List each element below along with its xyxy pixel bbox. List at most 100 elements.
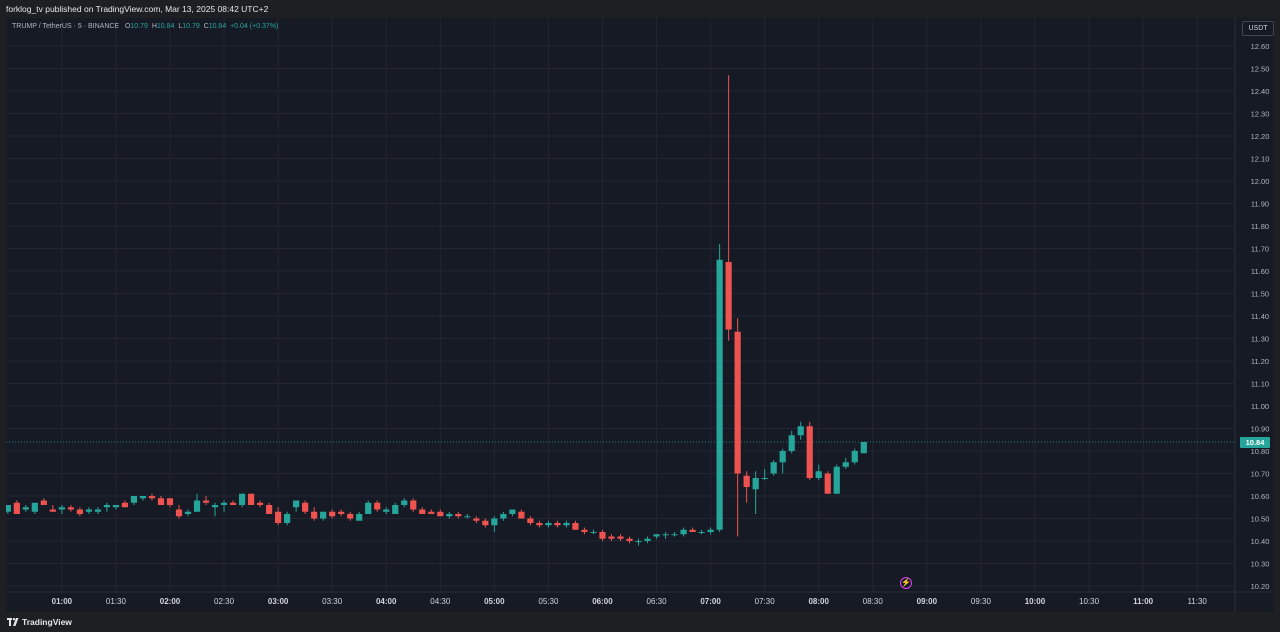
candle-down xyxy=(157,498,165,505)
candle-down xyxy=(518,511,525,519)
time-tick-label: 04:30 xyxy=(430,597,451,606)
candle-up xyxy=(293,500,300,508)
open-label: O xyxy=(124,23,131,30)
price-tick-label: 10.20 xyxy=(1251,582,1270,591)
close-label: C xyxy=(203,23,209,30)
candle-up xyxy=(193,500,201,512)
candle-up xyxy=(779,451,786,463)
time-tick-label: 03:30 xyxy=(322,597,343,606)
price-tick-label: 11.40 xyxy=(1251,312,1269,321)
candle-down xyxy=(734,331,741,474)
footer: TradingView xyxy=(0,612,1280,632)
candle-down xyxy=(536,523,543,526)
candle-up xyxy=(94,509,102,512)
price-tick-label: 10.30 xyxy=(1251,560,1270,569)
currency-button[interactable]: USDT xyxy=(1242,21,1274,36)
candle-up xyxy=(284,514,291,523)
candle-down xyxy=(617,536,624,539)
close-value: 10.84 xyxy=(208,23,227,30)
price-tick-label: 10.70 xyxy=(1251,470,1270,479)
candle-up xyxy=(320,511,327,519)
candle-up xyxy=(509,509,516,514)
candle-up xyxy=(446,514,453,517)
price-tick-label: 12.00 xyxy=(1251,177,1270,186)
tradingview-logo-icon xyxy=(7,618,19,626)
time-tick-label: 01:00 xyxy=(52,597,73,606)
candle-down xyxy=(725,262,732,330)
time-tick-label: 07:30 xyxy=(755,597,776,606)
candle-down xyxy=(437,511,444,517)
symbol-title[interactable]: TRUMP / TetherUS · 5 · BINANCE xyxy=(12,23,120,30)
candle-down xyxy=(689,529,696,532)
candle-up xyxy=(6,505,11,512)
candle-up xyxy=(103,505,111,508)
current-price-badge: 10.84 xyxy=(1240,437,1270,448)
candle-up xyxy=(383,509,390,512)
chart-area[interactable]: 12.60 12.50 12.40 12.30 12.20 12.10 12.00 11.90… xyxy=(6,18,1274,612)
candle-up xyxy=(680,529,687,535)
price-tick-label: 11.90 xyxy=(1251,200,1269,209)
publisher-text: forklog_tv published on TradingView.com,… xyxy=(6,4,269,14)
candle-down xyxy=(275,511,282,523)
candle-down xyxy=(175,509,183,517)
candle-down xyxy=(67,507,74,510)
candle-down xyxy=(455,514,462,517)
price-tick-label: 11.10 xyxy=(1251,380,1269,389)
price-tick-label: 11.80 xyxy=(1251,222,1269,231)
price-tick-label: 11.70 xyxy=(1251,245,1269,254)
candle-down xyxy=(121,502,129,508)
candle-up xyxy=(58,507,65,510)
candle-up xyxy=(860,442,867,454)
candle-down xyxy=(40,500,47,505)
candle-up xyxy=(365,502,372,514)
time-tick-label: 11:00 xyxy=(1133,597,1154,606)
candle-down xyxy=(49,509,56,512)
candle-up xyxy=(22,507,29,510)
candle-down xyxy=(743,475,750,487)
open-value: 10.79 xyxy=(130,23,148,30)
footer-brand[interactable]: TradingView xyxy=(22,617,72,627)
time-tick-label: 07:00 xyxy=(700,597,721,606)
price-tick-label: 12.10 xyxy=(1251,155,1270,164)
time-tick-label: 05:00 xyxy=(484,597,505,606)
high-label: H xyxy=(151,23,157,30)
time-tick-label: 08:00 xyxy=(808,597,829,606)
candle-down xyxy=(374,502,381,510)
candle-up xyxy=(392,505,399,514)
candle-down xyxy=(419,509,426,514)
candle-down xyxy=(13,502,20,514)
candle-up xyxy=(139,496,147,499)
candle-down xyxy=(572,523,579,530)
candle-down xyxy=(166,498,174,505)
candle-down xyxy=(581,529,588,532)
price-tick-label: 12.50 xyxy=(1251,65,1270,74)
price-tick-label: 10.40 xyxy=(1251,537,1270,546)
candle-down xyxy=(428,511,435,514)
candle-down xyxy=(608,536,615,539)
candle-down xyxy=(202,500,210,503)
price-tick-label: 10.60 xyxy=(1251,492,1270,501)
time-tick-label: 08:30 xyxy=(863,597,884,606)
candle-up xyxy=(797,426,804,436)
candle-down xyxy=(256,502,264,505)
symbol-legend: TRUMP / TetherUS · 5 · BINANCE O10.79 H1… xyxy=(12,22,278,32)
lightning-icon[interactable]: ⚡ xyxy=(900,577,912,589)
candle-up xyxy=(220,502,228,505)
low-value: 10.79 xyxy=(182,23,200,30)
candle-down xyxy=(824,473,831,494)
time-tick-label: 11:30 xyxy=(1187,597,1207,606)
candlestick-chart[interactable]: 12.60 12.50 12.40 12.30 12.20 12.10 12.00 11.90… xyxy=(6,18,1274,612)
candle-up xyxy=(85,509,92,512)
candle-up xyxy=(563,523,570,526)
time-tick-label: 03:00 xyxy=(268,597,289,606)
candle-up xyxy=(545,523,552,526)
time-tick-label: 09:00 xyxy=(917,597,938,606)
candle-down xyxy=(229,502,237,505)
candle-down xyxy=(527,518,534,523)
price-tick-label: 10.50 xyxy=(1251,515,1270,524)
candle-up xyxy=(635,541,642,542)
candle-down xyxy=(338,511,345,514)
candle-up xyxy=(707,529,714,532)
candle-down xyxy=(473,518,480,521)
candle-up xyxy=(112,505,120,508)
